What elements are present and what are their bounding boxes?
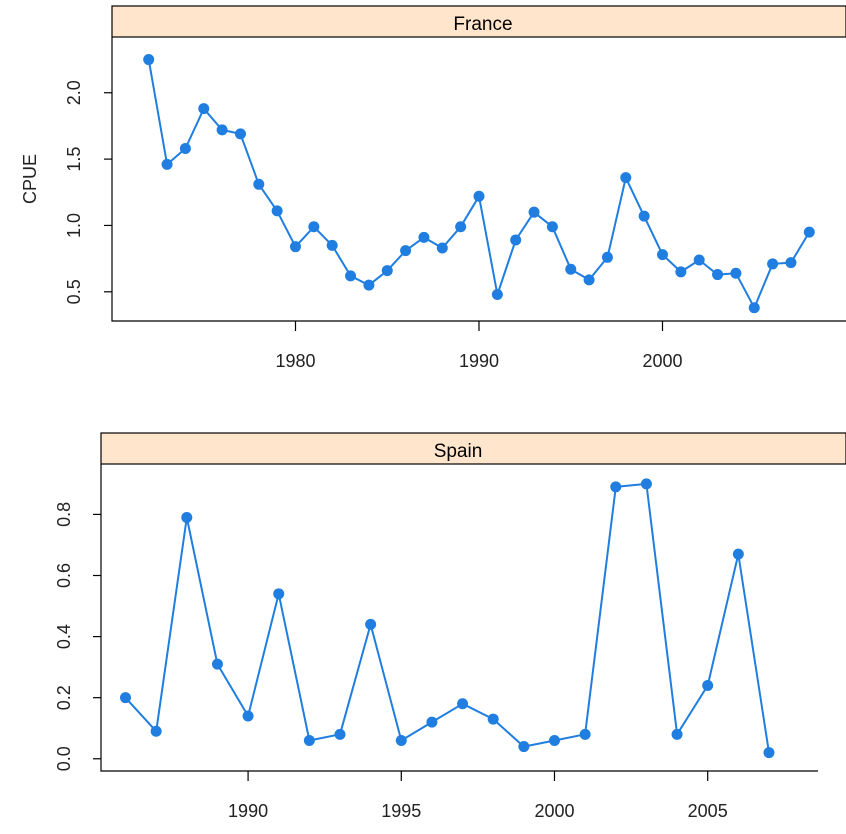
france-data-point [657, 249, 668, 261]
france-data-point [565, 263, 577, 275]
france-data-point [418, 231, 430, 243]
spain-data-point [273, 588, 285, 600]
france-data-point [803, 226, 815, 238]
france-data-point [400, 245, 412, 257]
spain-x-tick-label: 1995 [381, 801, 421, 821]
spain-y-tick-label: 0.0 [54, 746, 74, 771]
spain-plot-frame [100, 464, 818, 772]
france-data-point [363, 279, 375, 291]
france-data-point [198, 103, 210, 115]
france-data-point [436, 242, 448, 254]
spain-data-point [610, 481, 622, 493]
france-y-axis-title: CPUE [20, 154, 40, 204]
spain-y-tick-label: 0.4 [54, 624, 74, 649]
france-data-point [491, 288, 503, 300]
france-data-point [345, 270, 357, 282]
france-x-tick-label: 2000 [642, 351, 682, 371]
spain-data-point [487, 713, 499, 725]
spain-data-point [579, 728, 591, 740]
france-data-point [510, 234, 522, 246]
france-data-point [308, 221, 320, 233]
spain-x-tick-label: 2000 [534, 801, 574, 821]
france-data-point [234, 128, 246, 140]
spain-x-tick-label: 2005 [688, 801, 728, 821]
spain-data-point [303, 734, 315, 746]
spain-y-axis: 0.0 0.2 0.4 0.6 0.8 [54, 502, 101, 771]
france-data-point [638, 210, 650, 222]
france-data-point [730, 267, 742, 279]
spain-data-point [671, 728, 683, 740]
france-x-tick-label: 1980 [275, 351, 315, 371]
france-plot-frame [111, 37, 846, 322]
france-data-point [767, 258, 779, 270]
spain-data-point [457, 698, 469, 710]
france-data-point [473, 190, 485, 202]
france-y-axis: 0.5 1.0 1.5 2.0 [64, 80, 112, 304]
spain-x-tick-label: 1990 [228, 801, 268, 821]
spain-data-point [548, 734, 560, 746]
spain-strip [100, 432, 846, 465]
spain-y-tick-label: 0.2 [54, 685, 74, 710]
spain-data-point [732, 548, 744, 560]
france-data-point [546, 221, 558, 233]
france-data-point [693, 254, 705, 266]
france-data-point [381, 265, 393, 277]
france-data-point [143, 54, 155, 66]
france-strip-label: France [453, 14, 512, 35]
france-data-point [675, 266, 687, 278]
spain-data-point [211, 658, 223, 670]
france-data-point [620, 172, 632, 184]
france-data-point [216, 124, 228, 136]
france-data-point [253, 178, 265, 190]
spain-data-point [150, 725, 162, 737]
spain-data-point [120, 692, 132, 704]
france-x-axis: 1980 1990 2000 [275, 321, 683, 371]
france-data-point [161, 158, 173, 170]
france-data-point [179, 142, 191, 154]
spain-data-point [763, 747, 775, 759]
spain-data-point [242, 710, 254, 722]
france-data-point [455, 221, 467, 233]
spain-series [120, 478, 775, 759]
france-y-tick-label: 2.0 [64, 80, 84, 105]
france-y-tick-label: 1.0 [64, 213, 84, 238]
spain-data-point [518, 741, 530, 753]
france-data-point [528, 206, 540, 218]
france-y-tick-label: 0.5 [64, 279, 84, 304]
spain-data-point [334, 728, 346, 740]
france-series-line [147, 59, 811, 309]
panel-spain: Spain 0.0 0.2 0.4 0.6 0.8 1990 1995 2000 2005 [54, 432, 846, 821]
france-data-point [785, 257, 797, 269]
france-x-tick-label: 1990 [459, 351, 499, 371]
france-data-point [748, 302, 760, 314]
spain-y-tick-label: 0.6 [54, 563, 74, 588]
panel-france: France CPUE 0.5 1.0 1.5 2.0 1980 1990 2000 [20, 5, 846, 371]
spain-y-tick-label: 0.8 [54, 502, 74, 527]
france-data-point [326, 239, 338, 251]
france-data-point [601, 251, 613, 263]
spain-data-point [702, 679, 714, 691]
france-data-point [583, 274, 595, 286]
spain-data-point [181, 511, 193, 523]
spain-series-line [124, 482, 770, 753]
france-data-point [712, 269, 724, 281]
france-y-tick-label: 1.5 [64, 147, 84, 172]
france-data-point [271, 205, 283, 217]
spain-data-point [365, 618, 377, 630]
france-strip [111, 5, 846, 38]
france-data-point [290, 241, 301, 253]
spain-data-point [426, 716, 438, 728]
spain-data-point [395, 734, 407, 746]
spain-data-point [640, 478, 652, 490]
spain-strip-label: Spain [434, 441, 483, 462]
france-series [143, 54, 815, 314]
spain-x-axis: 1990 1995 2000 2005 [228, 771, 728, 821]
